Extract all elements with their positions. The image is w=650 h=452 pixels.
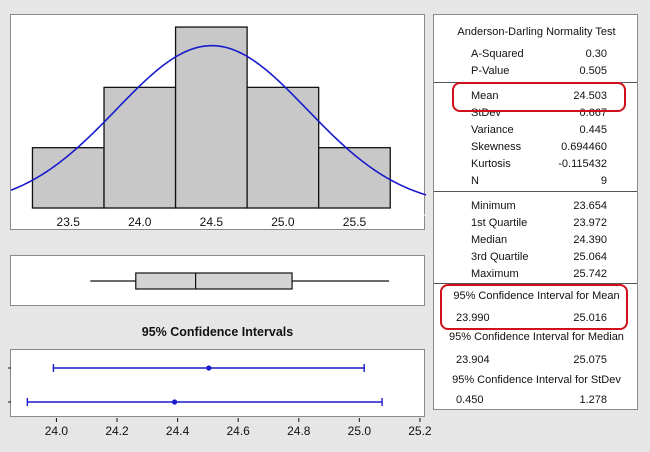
variance-label: Variance — [471, 124, 514, 136]
ci-mean-title: 95% Confidence Interval for Mean — [453, 290, 620, 302]
histogram-x-tick-label: 23.5 — [57, 215, 81, 229]
ci-panel: 24.0 24.2 24.4 24.6 24.8 25.0 25.2 — [8, 349, 432, 438]
histogram-panel: 23.5 24.0 24.5 25.0 25.5 — [10, 14, 427, 230]
n-label: N — [471, 175, 479, 187]
skewness-label: Skewness — [471, 141, 522, 153]
normal-fit-curve — [10, 44, 427, 196]
maximum-label: Maximum — [471, 268, 519, 280]
histogram-x-tick-label: 24.0 — [128, 215, 152, 229]
divider — [434, 283, 637, 284]
boxplot-box — [135, 272, 293, 290]
histogram-bar-1 — [31, 147, 105, 209]
histogram-bar-5 — [318, 147, 391, 209]
boxplot-panel — [10, 255, 425, 306]
n-value: 9 — [600, 175, 607, 187]
kurtosis-label: Kurtosis — [471, 158, 511, 170]
ci-mean-high: 25.016 — [573, 312, 607, 324]
histogram-chart: 23.5 24.0 24.5 25.0 25.5 — [10, 26, 427, 229]
p-value-label: P-Value — [471, 65, 510, 77]
ci-median-low: 23.904 — [456, 354, 490, 366]
median-value: 24.390 — [573, 234, 607, 246]
a-squared-value: 0.30 — [585, 48, 607, 60]
histogram-bar-3 — [174, 26, 248, 209]
ci-mean-low: 23.990 — [456, 312, 490, 324]
histogram-x-tick-label: 25.5 — [343, 215, 367, 229]
ci-x-tick-label: 24.2 — [105, 424, 129, 438]
ci-chart-title: 95% Confidence Intervals — [141, 325, 294, 339]
ci-stdev-title: 95% Confidence Interval for StDev — [452, 374, 621, 386]
histogram-x-tick-label: 25.0 — [271, 215, 295, 229]
variance-value: 0.445 — [579, 124, 607, 136]
ci-x-tick-label: 24.8 — [287, 424, 311, 438]
ci-chart: 24.0 24.2 24.4 24.6 24.8 25.0 25.2 — [8, 364, 432, 438]
ci-x-tick-label: 24.6 — [227, 424, 251, 438]
ci-median-high: 25.075 — [573, 354, 607, 366]
maximum-value: 25.742 — [573, 268, 607, 280]
normality-test-title: Anderson-Darling Normality Test — [457, 26, 616, 38]
a-squared-label: A-Squared — [471, 48, 524, 60]
q1-value: 23.972 — [573, 217, 607, 229]
q3-value: 25.064 — [573, 251, 607, 263]
ci-median-point — [171, 399, 178, 405]
ci-x-tick-label: 25.2 — [408, 424, 432, 438]
kurtosis-value: -0.115432 — [558, 158, 607, 170]
stats-panel: Anderson-Darling Normality Test A-Square… — [433, 14, 638, 410]
ci-mean-point — [206, 365, 212, 371]
minimum-label: Minimum — [471, 200, 516, 212]
histogram-x-tick-label: 24.5 — [200, 215, 224, 229]
histogram-bar-2 — [103, 86, 177, 209]
p-value-value: 0.505 — [579, 65, 607, 77]
mean-value: 24.503 — [573, 90, 607, 102]
boxplot-chart — [90, 272, 390, 290]
median-label: Median — [471, 234, 508, 246]
ci-x-tick-label: 24.0 — [45, 424, 69, 438]
ci-median-title: 95% Confidence Interval for Median — [449, 331, 624, 343]
divider — [434, 191, 637, 192]
ci-stdev-high: 1.278 — [579, 394, 607, 406]
ci-stdev-low: 0.450 — [456, 394, 484, 406]
mean-highlight — [452, 82, 626, 112]
q3-label: 3rd Quartile — [471, 251, 529, 263]
ci-x-tick-label: 24.4 — [166, 424, 190, 438]
histogram-bar-4 — [246, 86, 320, 209]
ci-x-tick-label: 25.0 — [348, 424, 372, 438]
skewness-value: 0.694460 — [561, 141, 607, 153]
q1-label: 1st Quartile — [471, 217, 528, 229]
minimum-value: 23.654 — [573, 200, 607, 212]
ci-mean-highlight — [440, 284, 628, 330]
mean-label: Mean — [471, 90, 499, 102]
